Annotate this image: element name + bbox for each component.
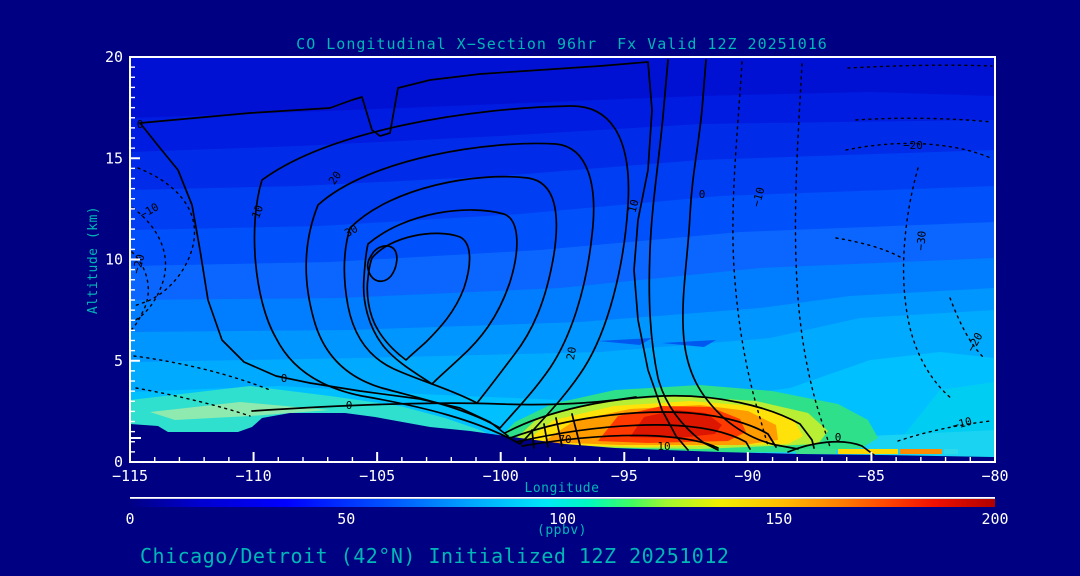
contour-label-solid: 10 bbox=[657, 440, 670, 453]
y-tick-label: 0 bbox=[114, 453, 123, 471]
colorbar-tick-label: 0 bbox=[125, 510, 134, 528]
x-axis-tick-labels: −115 −110 −105 −100 −95 −90 −85 −80 bbox=[112, 467, 1009, 485]
solid-contours bbox=[139, 59, 875, 456]
colorbar-top-line bbox=[130, 497, 995, 499]
x-tick-label: −90 bbox=[734, 467, 761, 485]
y-tick-label: 20 bbox=[105, 48, 123, 66]
colorbar-unit-label: (ppbv) bbox=[537, 523, 587, 538]
colorbar-bar bbox=[130, 499, 995, 507]
colorbar-tick-label: 50 bbox=[337, 510, 355, 528]
x-tick-label: −80 bbox=[981, 467, 1008, 485]
y-tick-label: 15 bbox=[105, 149, 123, 167]
contour-label-solid: 0 bbox=[281, 372, 288, 385]
x-tick-label: −110 bbox=[236, 467, 272, 485]
y-axis-label: Altitude (km) bbox=[86, 206, 101, 314]
y-axis-tick-labels: 0 5 10 15 20 bbox=[105, 48, 123, 471]
contour-label-dashed: −10 bbox=[750, 186, 768, 209]
contour-label-solid: 0 bbox=[137, 118, 144, 131]
colorbar: 0 50 100 150 200 (ppbv) bbox=[125, 497, 1009, 538]
contour-label-dashed: −30 bbox=[914, 230, 929, 251]
colorbar-tick-label: 150 bbox=[765, 510, 792, 528]
x-tick-label: −100 bbox=[483, 467, 519, 485]
contour-label-solid: 20 bbox=[326, 169, 344, 187]
y-tick-label: 5 bbox=[114, 352, 123, 370]
contour-label-dashed: −10 bbox=[951, 415, 974, 433]
contour-label-solid: 0 bbox=[346, 399, 353, 412]
contour-label-solid: 10 bbox=[626, 198, 642, 214]
dashed-contours bbox=[131, 61, 994, 448]
contour-label-solid: 10 bbox=[249, 203, 266, 220]
colorbar-tick-labels: 0 50 100 150 200 bbox=[125, 510, 1008, 528]
y-tick-label: 10 bbox=[105, 251, 123, 269]
y-axis-ticks bbox=[130, 56, 140, 463]
surface-co-strips bbox=[796, 449, 958, 454]
x-axis-ticks bbox=[129, 452, 996, 462]
contour-label-solid: 0 bbox=[699, 188, 706, 201]
contour-label-solid: 0 bbox=[835, 431, 842, 444]
colorbar-tick-label: 200 bbox=[981, 510, 1008, 528]
contour-label-solid: 70 bbox=[558, 433, 571, 446]
x-tick-label: −115 bbox=[112, 467, 148, 485]
footer-annotation: Chicago/Detroit (42°N) Initialized 12Z 2… bbox=[140, 544, 729, 568]
colorbar-tick-label: 100 bbox=[549, 510, 576, 528]
x-tick-label: −85 bbox=[858, 467, 885, 485]
contour-label-solid: 20 bbox=[564, 346, 579, 361]
contour-label-solid: 30 bbox=[342, 222, 360, 240]
chart-title: CO Longitudinal X−Section 96hr Fx Valid … bbox=[296, 35, 828, 53]
x-tick-label: −95 bbox=[611, 467, 638, 485]
x-tick-label: −105 bbox=[359, 467, 395, 485]
contour-label-dashed: −20 bbox=[903, 139, 923, 152]
x-axis-label: Longitude bbox=[525, 481, 600, 496]
terrain-silhouette bbox=[130, 413, 995, 462]
